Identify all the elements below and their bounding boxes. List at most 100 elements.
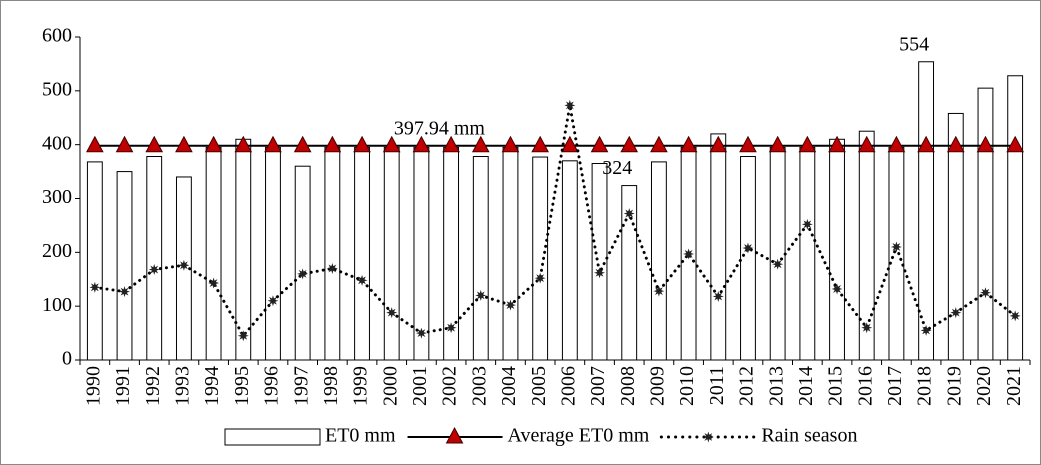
x-tick-label: 1990 [82,366,104,406]
marker [323,135,342,153]
bar [858,130,875,361]
marker [501,135,520,153]
marker [831,283,843,295]
marker [739,135,757,153]
y-tick-label: 200 [42,240,72,262]
marker [234,135,253,153]
x-tick-label: 2009 [647,366,669,406]
marker [564,99,576,111]
marker [1009,310,1021,322]
marker [504,299,516,311]
marker [353,135,371,153]
x-tick-label: 2005 [528,366,550,406]
x-tick-label: 2002 [439,366,461,406]
bar [977,87,994,361]
x-tick-label: 2016 [854,366,876,406]
marker [89,281,101,293]
x-tick-label: 2001 [409,366,431,406]
y-tick-label: 600 [42,25,72,47]
marker [442,135,460,153]
marker [386,307,398,319]
x-tick-label: 1995 [231,366,253,406]
x-tick-label: 1999 [350,366,372,406]
x-tick-label: 2013 [765,366,787,406]
bar [888,146,905,361]
bar [205,146,222,361]
x-tick-label: 2006 [557,366,579,406]
x-tick-label: 2008 [617,366,639,406]
marker [890,241,902,253]
marker [950,307,962,319]
bar [294,165,311,361]
x-tick-label: 2015 [825,366,847,406]
bar [324,146,341,361]
data-label: 324 [602,157,632,179]
marker [86,135,104,153]
bar [532,156,549,361]
marker [297,268,309,280]
bar [829,138,845,361]
marker [1006,135,1024,153]
bar [383,146,400,361]
x-tick-label: 1992 [142,366,164,406]
marker [148,264,160,276]
x-tick-label: 2003 [468,366,490,406]
x-tick-label: 1997 [290,366,312,406]
marker [178,259,190,271]
bar [265,146,281,361]
marker [683,248,695,260]
x-tick-label: 2012 [736,366,758,406]
y-tick-label: 0 [62,348,72,370]
marker [976,135,995,153]
marker [237,330,249,342]
marker [175,135,193,153]
legend-marker [702,431,714,443]
marker [445,322,457,334]
x-tick-label: 2007 [587,366,609,406]
x-tick-label: 2010 [676,366,698,406]
bar [561,160,578,361]
x-tick-label: 2000 [379,366,401,406]
marker [534,272,546,284]
x-tick-label: 2017 [884,366,906,406]
x-tick-label: 1993 [172,366,194,406]
marker [798,135,817,153]
marker [861,322,873,334]
marker [772,258,784,270]
marker [531,135,549,153]
y-tick-label: 400 [42,132,72,154]
marker [475,289,487,301]
marker [590,135,609,153]
marker [145,135,164,153]
legend: ET0 mm Average ET0 mm Rain season [224,425,857,447]
bar [947,112,964,361]
y-tick-label: 100 [42,294,72,316]
legend-label: ET0 mm [325,425,396,447]
marker [115,135,134,153]
x-tick-label: 2020 [973,366,995,406]
bar [502,146,519,361]
marker [709,135,728,153]
marker [326,262,338,274]
x-tick-label: 2021 [1003,366,1025,406]
marker [857,135,876,153]
legend-label: Average ET0 mm [508,425,650,447]
data-label: 397.94 mm [394,117,486,139]
marker [650,135,668,153]
x-tick-label: 2019 [943,366,965,406]
bar [354,146,370,361]
marker [356,274,368,286]
marker [594,267,606,279]
marker [382,135,401,153]
marker [768,135,787,153]
legend-item: ET0 mm [224,425,396,447]
bar [710,133,727,361]
marker [979,287,991,299]
bar [918,61,935,361]
marker [679,135,698,153]
x-tick-label: 2014 [795,366,817,406]
marker [828,135,846,153]
y-tick-label: 500 [42,78,72,100]
marker [415,327,427,339]
marker [620,135,639,153]
